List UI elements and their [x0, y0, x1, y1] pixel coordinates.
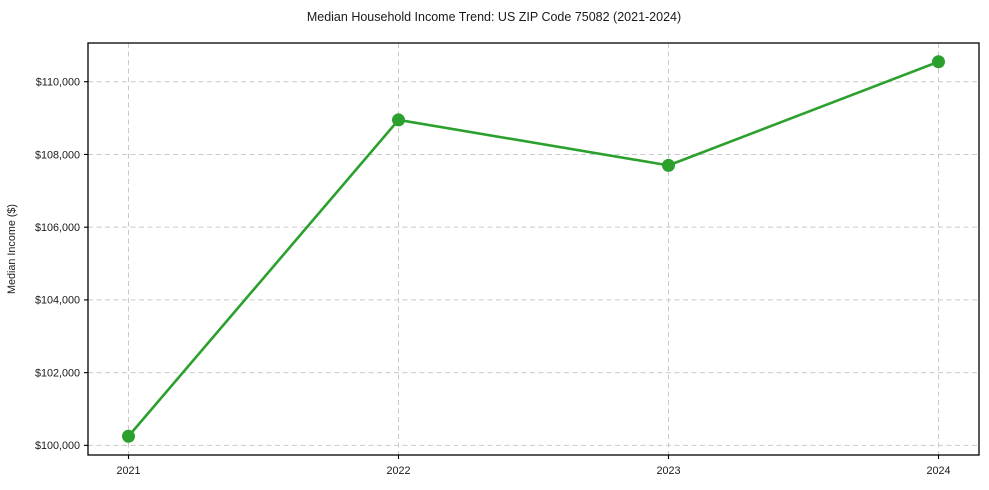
- grid-layer: [88, 43, 979, 455]
- x-tick-label: 2024: [926, 465, 950, 477]
- x-tick-label: 2021: [116, 465, 140, 477]
- x-tick-label: 2023: [656, 465, 680, 477]
- y-tick-label: $106,000: [35, 222, 80, 234]
- chart-title: Median Household Income Trend: US ZIP Co…: [307, 10, 681, 24]
- data-line: [127, 60, 940, 438]
- y-tick-label: $100,000: [35, 440, 80, 452]
- y-tick-label: $108,000: [35, 149, 80, 161]
- y-tick-label: $102,000: [35, 367, 80, 379]
- data-point: [932, 55, 945, 69]
- y-axis-label: Median Income ($): [6, 204, 18, 294]
- plot-frame: [87, 42, 980, 456]
- y-tick-label: $110,000: [36, 77, 80, 89]
- data-point: [662, 158, 675, 172]
- tick-label-layer: $100,000 $102,000 $104,000 $106,000 $108,000…: [35, 77, 951, 477]
- x-tick-label: 2022: [386, 465, 410, 477]
- data-series-layer: [122, 55, 945, 443]
- data-point: [122, 429, 135, 443]
- axes-layer: [84, 42, 980, 459]
- data-point: [392, 113, 405, 127]
- y-tick-label: $104,000: [35, 295, 80, 307]
